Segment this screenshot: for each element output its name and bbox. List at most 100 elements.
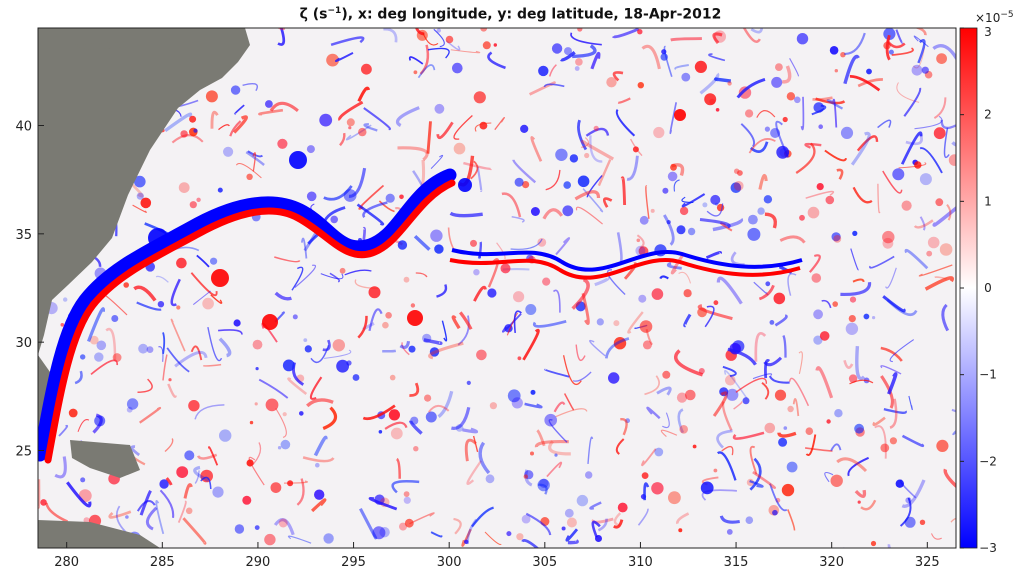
vortex-filament bbox=[196, 254, 210, 268]
vortex-filament bbox=[889, 339, 915, 363]
vortex-filament bbox=[855, 345, 866, 381]
vortex-filament bbox=[849, 75, 881, 92]
eddy bbox=[89, 335, 99, 345]
eddy bbox=[613, 320, 620, 327]
eddy bbox=[692, 444, 697, 449]
eddy bbox=[608, 372, 620, 384]
eddy bbox=[606, 77, 617, 88]
vortex-filament bbox=[399, 340, 411, 349]
vortex-filament bbox=[899, 497, 912, 527]
vortex-filament bbox=[139, 489, 152, 516]
x-tick-label: 325 bbox=[915, 555, 940, 570]
vortex-filament bbox=[430, 531, 443, 538]
vortex-filament bbox=[869, 255, 895, 269]
vortex-filament bbox=[166, 347, 190, 373]
strong-eddy bbox=[674, 109, 686, 121]
eddy bbox=[530, 207, 540, 216]
vortex-filament bbox=[620, 176, 627, 206]
vortex-filament bbox=[572, 44, 597, 59]
vortex-filament bbox=[951, 408, 956, 413]
vortex-filament bbox=[749, 445, 758, 475]
vortex-filament bbox=[555, 408, 588, 418]
vortex-filament bbox=[847, 456, 870, 477]
eddy bbox=[892, 168, 905, 181]
vortex-filament bbox=[615, 108, 636, 137]
y-tick-label: 30 bbox=[15, 336, 32, 351]
eddy bbox=[346, 360, 352, 366]
vortex-filament bbox=[756, 110, 776, 118]
vortex-filament bbox=[798, 351, 803, 375]
eddy bbox=[782, 116, 788, 123]
eddy bbox=[292, 314, 298, 320]
vortex-filament bbox=[669, 102, 678, 135]
vortex-filament bbox=[197, 453, 218, 460]
eddy bbox=[776, 145, 790, 159]
vortex-filament bbox=[472, 435, 479, 453]
vortex-filament bbox=[487, 51, 506, 70]
eddy bbox=[794, 96, 801, 104]
eddy bbox=[596, 318, 604, 326]
strong-eddy bbox=[458, 178, 472, 192]
eddy bbox=[445, 35, 454, 44]
vortex-filament bbox=[900, 131, 923, 165]
vortex-filament bbox=[210, 294, 223, 304]
eddy bbox=[282, 412, 287, 417]
vortex-filament bbox=[852, 186, 873, 204]
vortex-filament bbox=[788, 377, 810, 407]
eddy bbox=[919, 173, 932, 186]
vortex-filament bbox=[453, 115, 473, 140]
eddy bbox=[489, 402, 497, 410]
vortex-filament bbox=[885, 267, 897, 289]
vortex-filament bbox=[462, 427, 479, 434]
eddy bbox=[757, 207, 765, 215]
vortex-filament bbox=[451, 406, 471, 430]
vortex-filament bbox=[164, 438, 174, 453]
vortex-filament bbox=[918, 264, 953, 277]
vortex-filament bbox=[450, 49, 481, 54]
eddy bbox=[500, 263, 511, 274]
eddy bbox=[635, 245, 646, 256]
vortex-filament bbox=[887, 544, 892, 548]
x-tick-label: 320 bbox=[819, 555, 844, 570]
vortex-filament bbox=[673, 179, 680, 192]
vortex-filament bbox=[155, 275, 169, 283]
vortex-filament bbox=[883, 407, 907, 414]
vortex-filament bbox=[548, 64, 557, 77]
eddy bbox=[895, 479, 904, 488]
eddy bbox=[485, 474, 495, 484]
eddy bbox=[265, 398, 279, 412]
eddy bbox=[413, 446, 419, 452]
vortex-filament bbox=[590, 51, 601, 70]
eddy bbox=[764, 422, 776, 434]
eddy bbox=[921, 66, 929, 74]
eddy bbox=[786, 92, 796, 101]
vortex-filament bbox=[258, 378, 289, 399]
vortex-filament bbox=[252, 442, 262, 465]
colorbar-multiplier: ×10−5 bbox=[975, 10, 1014, 25]
vortex-filament bbox=[602, 197, 613, 208]
vortex-filament bbox=[670, 253, 685, 275]
eddy bbox=[577, 28, 583, 32]
eddy bbox=[480, 28, 488, 32]
vortex-filament bbox=[409, 512, 435, 525]
vortex-filament bbox=[898, 162, 927, 169]
eddy bbox=[403, 496, 411, 504]
eddy bbox=[319, 113, 333, 127]
eddy bbox=[157, 301, 165, 308]
eddy bbox=[314, 489, 325, 500]
vortex-filament bbox=[329, 272, 341, 283]
eddy bbox=[517, 356, 522, 361]
vortex-filament bbox=[451, 315, 461, 330]
vortex-filament bbox=[860, 499, 877, 511]
eddy bbox=[554, 453, 558, 457]
eddy bbox=[637, 29, 643, 35]
eddy bbox=[352, 374, 360, 381]
eddy bbox=[138, 343, 149, 354]
vortex-filament bbox=[543, 83, 565, 88]
vortex-filament bbox=[234, 104, 245, 115]
vortex-filament bbox=[919, 216, 926, 231]
vortex-filament bbox=[637, 508, 649, 526]
y-axis: 25 30 35 40 bbox=[15, 120, 44, 460]
vortex-filament bbox=[474, 122, 492, 132]
vortex-filament bbox=[417, 64, 436, 79]
